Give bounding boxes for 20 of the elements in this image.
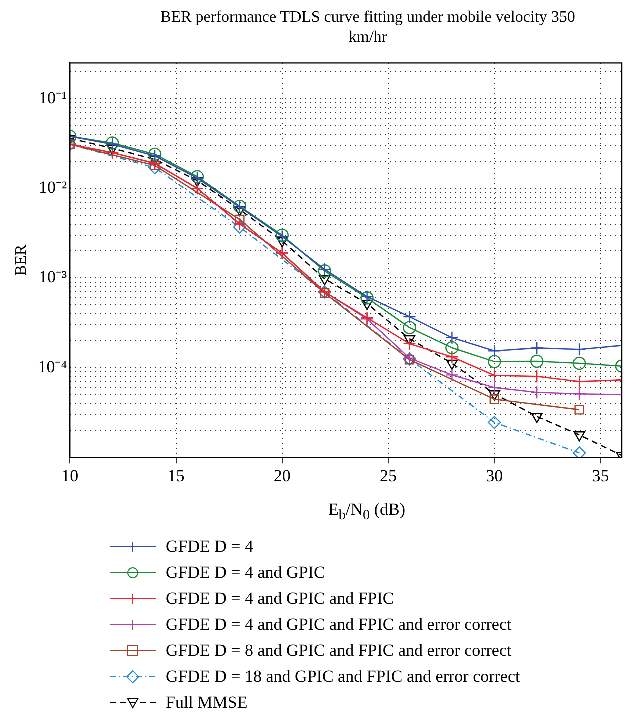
- y-tick-label: 10⁻⁴: [38, 357, 68, 376]
- y-tick-label: 10⁻¹: [39, 88, 68, 108]
- y-axis-title: BER: [12, 244, 30, 276]
- legend-label: GFDE D = 4: [166, 536, 254, 558]
- legend-label: Full MMSE: [166, 692, 248, 714]
- legend-label: GFDE D = 18 and GPIC and FPIC and error correct: [166, 666, 520, 688]
- x-tick-label: 35: [592, 466, 610, 486]
- legend-label: GFDE D = 4 and GPIC: [166, 562, 326, 584]
- legend-label: GFDE D = 4 and GPIC and FPIC and error correct: [166, 614, 512, 636]
- x-tick-label: 15: [168, 466, 185, 486]
- x-tick-label: 30: [486, 466, 504, 486]
- chart-title: BER performance TDLS curve fitting under mobile velocity 350 km/hr: [160, 8, 576, 48]
- x-tick-label: 10: [62, 466, 79, 486]
- x-tick-label: 20: [274, 466, 291, 486]
- x-tick-label: 25: [380, 466, 398, 486]
- legend-label: GFDE D = 8 and GPIC and FPIC and error correct: [166, 640, 512, 662]
- y-tick-label: 10⁻²: [39, 178, 68, 198]
- legend-label: GFDE D = 4 and GPIC and FPIC: [166, 588, 394, 610]
- x-axis-title: E$_{b}$/N$_{0}$ (dB): [328, 500, 406, 524]
- y-tick-label: 10⁻³: [39, 268, 68, 287]
